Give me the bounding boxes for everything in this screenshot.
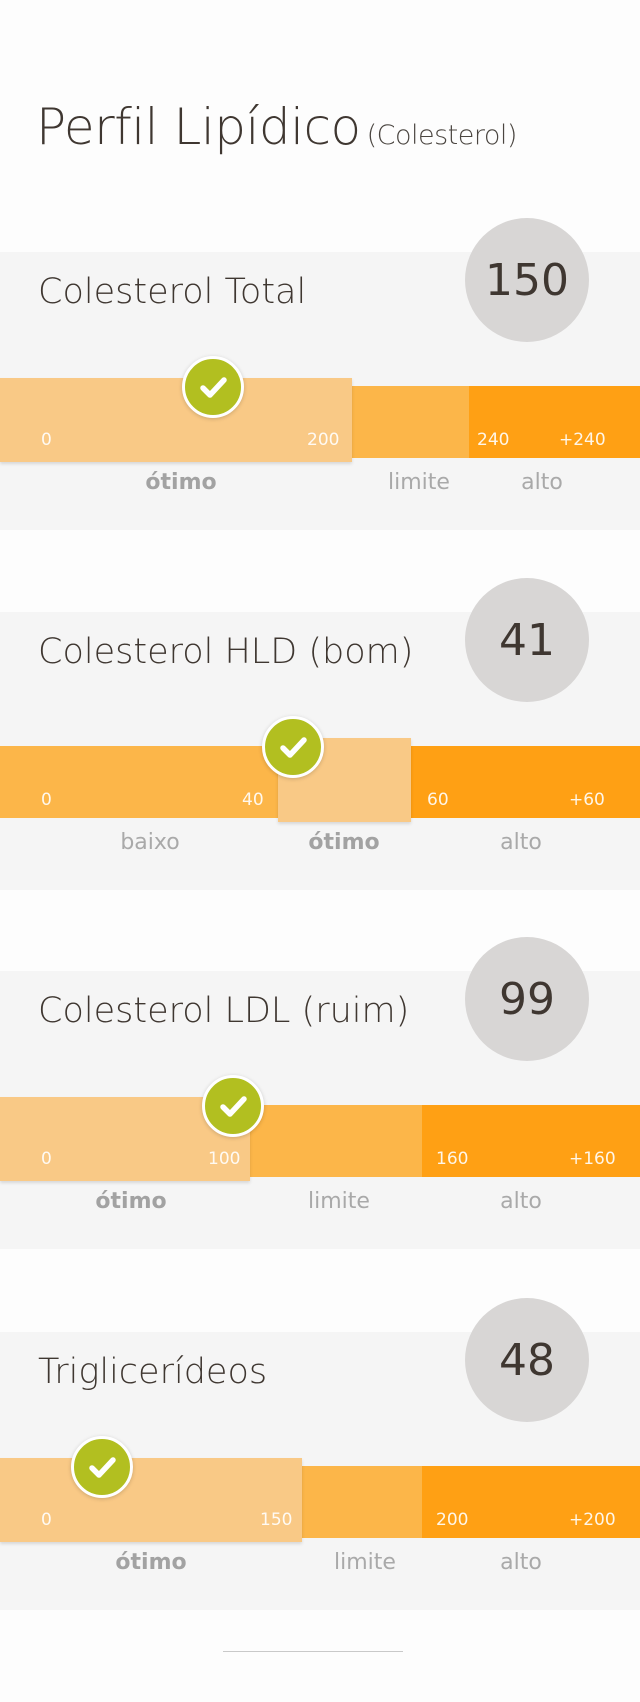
tick-label: 150 (260, 1510, 293, 1530)
range-limit (352, 386, 469, 458)
value-badge: 99 (465, 937, 589, 1061)
zone-label: alto (521, 470, 563, 495)
zone-label: limite (388, 470, 450, 495)
tick-label: 240 (477, 430, 510, 450)
zone-label: alto (500, 1189, 542, 1214)
card-triglicerideos: Triglicerídeos 48 0 150 200 +200 ótimo l… (0, 1298, 640, 1610)
zone-label: baixo (120, 830, 180, 855)
range-high (422, 1105, 640, 1177)
tick-label: +160 (569, 1149, 616, 1169)
tick-label: 200 (436, 1510, 469, 1530)
page-title: Perfil Lipídico (Colesterol) (36, 98, 517, 156)
range-optimal (0, 1458, 302, 1542)
tick-label: 200 (307, 430, 340, 450)
tick-label: 0 (41, 790, 52, 810)
range-high (469, 386, 640, 458)
card-title: Colesterol LDL (ruim) (38, 991, 410, 1031)
zone-label: ótimo (308, 830, 380, 855)
zone-label: ótimo (145, 470, 217, 495)
card-colesterol-total: Colesterol Total 150 0 200 240 +240 ótim… (0, 218, 640, 530)
card-title: Colesterol Total (38, 272, 307, 312)
card-colesterol-hdl: Colesterol HLD (bom) 41 0 40 60 +60 baix… (0, 578, 640, 890)
value-badge: 150 (465, 218, 589, 342)
tick-label: 0 (41, 430, 52, 450)
divider (223, 1651, 403, 1652)
value-badge: 48 (465, 1298, 589, 1422)
page-subtitle: (Colesterol) (366, 120, 518, 151)
zone-label: ótimo (95, 1189, 167, 1214)
card-title: Triglicerídeos (38, 1352, 268, 1392)
tick-label: 40 (242, 790, 264, 810)
check-icon (202, 1075, 264, 1137)
check-icon (182, 356, 244, 418)
check-icon (71, 1436, 133, 1498)
zone-label: alto (500, 1550, 542, 1575)
check-icon (262, 716, 324, 778)
range-limit (302, 1466, 422, 1538)
tick-label: 0 (41, 1510, 52, 1530)
range-high (411, 746, 640, 818)
tick-label: +240 (559, 430, 606, 450)
range-high (422, 1466, 640, 1538)
zone-label: alto (500, 830, 542, 855)
card-colesterol-ldl: Colesterol LDL (ruim) 99 0 100 160 +160 … (0, 937, 640, 1249)
tick-label: +200 (569, 1510, 616, 1530)
tick-label: 0 (41, 1149, 52, 1169)
tick-label: 160 (436, 1149, 469, 1169)
tick-label: 60 (427, 790, 449, 810)
tick-label: 100 (208, 1149, 241, 1169)
range-limit (250, 1105, 422, 1177)
tick-label: +60 (569, 790, 605, 810)
page-title-text: Perfil Lipídico (36, 98, 361, 156)
zone-label: limite (308, 1189, 370, 1214)
range-low (0, 746, 278, 818)
zone-label: limite (334, 1550, 396, 1575)
card-title: Colesterol HLD (bom) (38, 632, 414, 672)
range-optimal (0, 378, 352, 462)
value-badge: 41 (465, 578, 589, 702)
zone-label: ótimo (115, 1550, 187, 1575)
